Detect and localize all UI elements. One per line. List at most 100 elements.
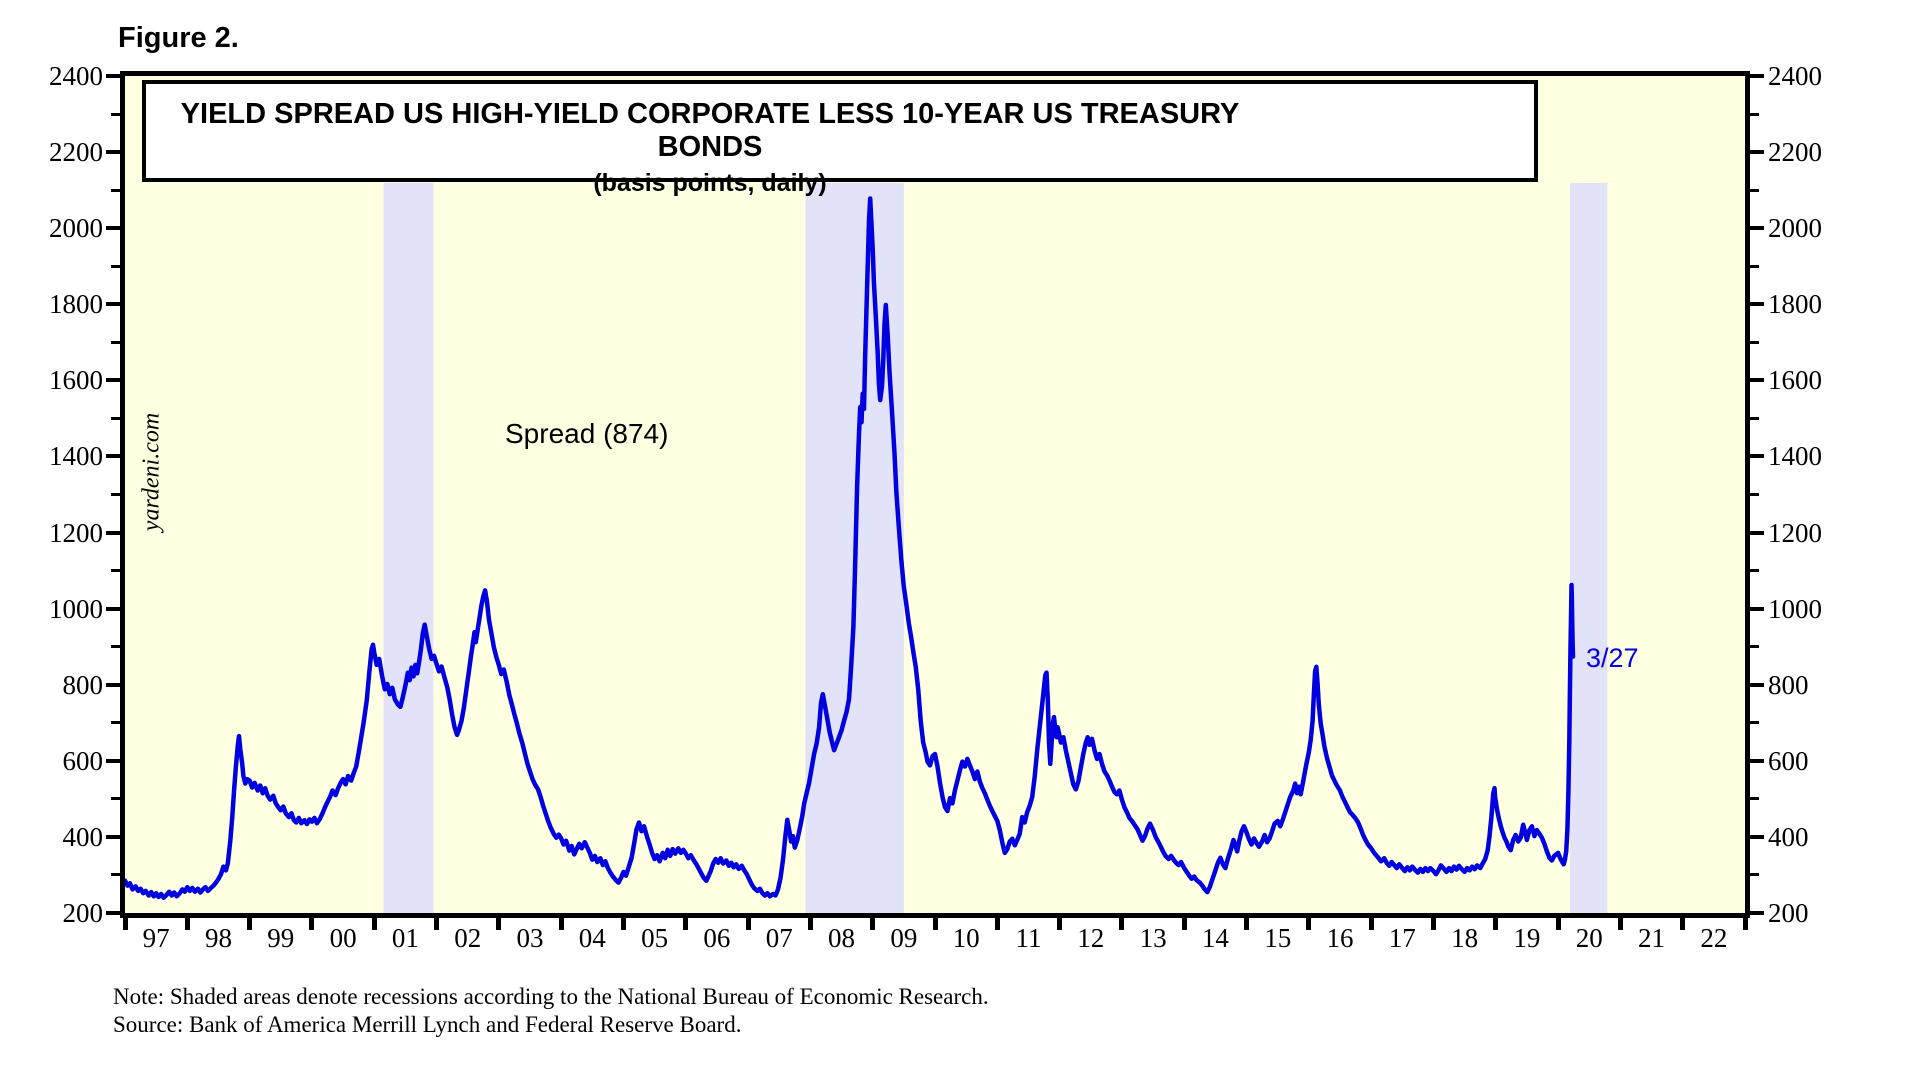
x-axis-label: 99 bbox=[267, 923, 295, 953]
y-axis-tick-right bbox=[1750, 74, 1764, 78]
y-axis-label-right: 800 bbox=[1768, 669, 1809, 700]
y-axis-label-left: 1200 bbox=[49, 517, 103, 548]
y-axis-tick-left bbox=[106, 454, 120, 459]
x-axis-label: 20 bbox=[1575, 923, 1603, 953]
x-axis-tick bbox=[1119, 918, 1125, 930]
y-axis-tick-right bbox=[1750, 606, 1764, 611]
x-axis-label: 02 bbox=[454, 923, 482, 953]
y-axis-tick-left bbox=[111, 112, 120, 116]
y-axis-label-left: 2200 bbox=[49, 137, 103, 168]
recession-band bbox=[383, 183, 434, 913]
y-axis-tick-left bbox=[106, 758, 120, 763]
chart-subtitle: (basis points, daily) bbox=[593, 169, 827, 197]
x-axis-label: 03 bbox=[516, 923, 544, 953]
y-axis-label-right: 600 bbox=[1768, 745, 1809, 776]
source-text: Source: Bank of America Merrill Lynch an… bbox=[113, 1012, 742, 1037]
y-axis-tick-left bbox=[106, 302, 120, 307]
y-axis-tick-left bbox=[106, 530, 120, 535]
y-axis-tick-left bbox=[111, 873, 120, 877]
x-axis-label: 12 bbox=[1077, 923, 1105, 953]
y-axis-tick-right bbox=[1750, 340, 1759, 344]
y-axis-tick-right bbox=[1750, 911, 1764, 915]
x-axis-tick bbox=[371, 918, 377, 930]
y-axis-tick-right bbox=[1750, 873, 1759, 877]
y-axis-label-left: 1800 bbox=[49, 289, 103, 320]
x-axis-tick bbox=[184, 918, 190, 930]
y-axis-tick-left bbox=[106, 74, 120, 78]
plot-background bbox=[125, 76, 1745, 913]
y-axis-label-right: 200 bbox=[1768, 898, 1809, 928]
x-axis-tick bbox=[1617, 918, 1623, 930]
x-axis-label: 19 bbox=[1513, 923, 1541, 953]
y-axis-tick-left bbox=[111, 721, 120, 725]
x-axis-tick bbox=[870, 918, 876, 930]
watermark: yardeni.com bbox=[138, 412, 165, 532]
y-axis-label-left: 1400 bbox=[49, 441, 103, 472]
y-axis-label-right: 2200 bbox=[1768, 137, 1822, 168]
y-axis-label-right: 2000 bbox=[1768, 213, 1822, 244]
x-axis-tick bbox=[994, 918, 1000, 930]
plot-frame bbox=[120, 71, 1750, 918]
y-axis-tick-left bbox=[106, 226, 120, 231]
y-axis-tick-left bbox=[111, 264, 120, 268]
y-axis-tick-right bbox=[1750, 226, 1764, 231]
y-axis-label-left: 400 bbox=[62, 821, 104, 852]
y-axis-label-right: 1800 bbox=[1768, 289, 1822, 320]
x-axis-label: 05 bbox=[641, 923, 669, 953]
latest-date-annotation: 3/27 bbox=[1586, 643, 1639, 673]
x-axis-tick bbox=[122, 918, 128, 930]
x-axis-tick bbox=[1493, 918, 1499, 930]
y-axis-tick-left bbox=[106, 682, 120, 687]
y-axis-label-left: 2000 bbox=[49, 213, 103, 244]
y-axis-tick-right bbox=[1750, 569, 1759, 573]
chart-title: YIELD SPREAD US HIGH-YIELD CORPORATE LES… bbox=[180, 98, 1240, 163]
x-axis-tick bbox=[309, 918, 315, 930]
y-axis-tick-right bbox=[1750, 188, 1759, 192]
x-axis-label: 22 bbox=[1700, 923, 1728, 953]
y-axis-tick-right bbox=[1750, 530, 1764, 535]
x-axis-tick bbox=[1742, 918, 1748, 930]
x-axis-tick bbox=[1555, 918, 1561, 930]
y-axis-tick-right bbox=[1750, 645, 1759, 649]
y-axis-tick-right bbox=[1750, 378, 1764, 383]
y-axis-label-left: 600 bbox=[62, 745, 104, 776]
x-axis-tick bbox=[1430, 918, 1436, 930]
y-axis-tick-left bbox=[106, 606, 120, 611]
y-axis-label-right: 1400 bbox=[1768, 441, 1822, 472]
y-axis-tick-left bbox=[111, 493, 120, 496]
y-axis-label-left: 800 bbox=[62, 669, 104, 700]
x-axis-label: 21 bbox=[1638, 923, 1666, 953]
spread-line-series bbox=[125, 196, 1576, 901]
y-axis-tick-right bbox=[1750, 112, 1759, 116]
x-axis-label: 16 bbox=[1326, 923, 1354, 953]
y-axis-tick-left bbox=[111, 416, 120, 420]
y-axis-label-right: 1600 bbox=[1768, 365, 1822, 396]
chart-plot-area bbox=[125, 76, 1745, 913]
y-axis-tick-right bbox=[1750, 682, 1764, 687]
x-axis-label: 01 bbox=[391, 923, 419, 953]
footnote-block: Note: Shaded areas denote recessions acc… bbox=[113, 983, 989, 1039]
x-axis-tick bbox=[683, 918, 689, 930]
x-axis-tick bbox=[745, 918, 751, 930]
x-axis-label: 18 bbox=[1451, 923, 1479, 953]
y-axis-tick-right bbox=[1750, 797, 1759, 801]
x-axis-label: 98 bbox=[204, 923, 232, 953]
x-axis-tick bbox=[1181, 918, 1187, 930]
y-axis-tick-left bbox=[111, 645, 120, 649]
y-axis-label-right: 1200 bbox=[1768, 517, 1822, 548]
y-axis-label-left: 1600 bbox=[49, 365, 103, 396]
figure-label: Figure 2. bbox=[118, 22, 239, 54]
x-axis-tick bbox=[1306, 918, 1312, 930]
y-axis-tick-right bbox=[1750, 721, 1759, 725]
y-axis-tick-left bbox=[106, 150, 120, 155]
y-axis-tick-right bbox=[1750, 834, 1764, 839]
x-axis-tick bbox=[434, 918, 440, 930]
recession-band bbox=[1569, 183, 1608, 913]
x-axis-label: 10 bbox=[952, 923, 980, 953]
x-axis-label: 08 bbox=[828, 923, 856, 953]
y-axis-tick-left bbox=[106, 834, 120, 839]
x-axis-label: 17 bbox=[1388, 923, 1416, 953]
y-axis-tick-right bbox=[1750, 454, 1764, 459]
y-axis-tick-left bbox=[106, 911, 120, 915]
x-axis-label: 11 bbox=[1015, 923, 1042, 953]
